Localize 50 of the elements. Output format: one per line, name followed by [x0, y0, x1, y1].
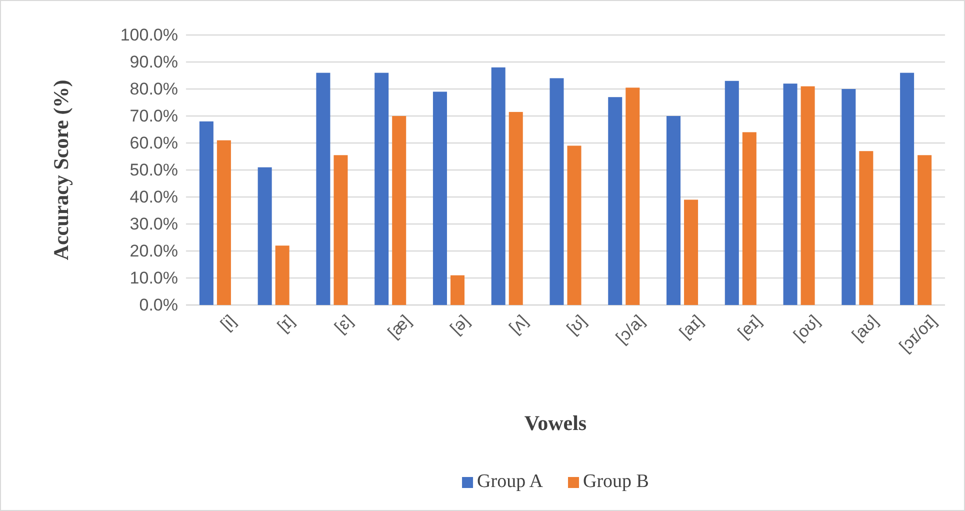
legend-label: Group A [477, 471, 544, 492]
bar [783, 84, 798, 305]
x-tick-label: [ɪ] [274, 311, 298, 336]
x-tick-label: [ɛ] [330, 311, 356, 337]
y-axis-title: Accuracy Score (%) [49, 80, 73, 260]
bar [491, 67, 506, 305]
bar [900, 72, 914, 305]
bar [567, 146, 582, 305]
bar [432, 92, 447, 305]
bar [859, 151, 874, 305]
x-axis-title: Vowels [524, 411, 587, 435]
legend-label: Group B [583, 471, 649, 492]
x-tick-label: [æ] [384, 311, 415, 342]
x-tick-label: [eɪ] [734, 311, 766, 342]
bar [666, 116, 681, 305]
bar [216, 140, 231, 305]
bar [684, 200, 698, 305]
bar [374, 72, 389, 305]
bar [800, 86, 815, 305]
bar [742, 132, 756, 305]
y-tick-label: 80.0% [130, 79, 178, 98]
y-tick-label: 50.0% [130, 160, 178, 180]
bar [508, 112, 523, 305]
x-tick-label: [i] [216, 311, 240, 334]
y-tick-label: 20.0% [130, 241, 178, 260]
bar [842, 89, 856, 305]
y-tick-label: 90.0% [130, 52, 178, 72]
bar [334, 155, 348, 305]
x-tick-label: [aɪ] [676, 311, 707, 342]
x-tick-label: [ʌ] [506, 311, 532, 338]
y-tick-label: 70.0% [130, 106, 178, 126]
y-tick-label: 60.0% [130, 133, 178, 152]
x-tick-label: [ə] [446, 311, 474, 338]
bar [450, 275, 464, 305]
bar [626, 88, 640, 305]
y-tick-label: 30.0% [130, 214, 178, 234]
y-tick-label: 40.0% [130, 187, 178, 206]
y-tick-label: 0.0% [139, 295, 178, 314]
bar [199, 121, 214, 305]
bar [608, 97, 622, 305]
bar [258, 167, 272, 305]
bar [918, 155, 932, 305]
bar [392, 116, 406, 305]
bar [275, 246, 290, 305]
y-tick-label: 100.0% [120, 25, 178, 44]
x-tick-label: [ʊ] [563, 311, 590, 338]
y-tick-label: 10.0% [130, 268, 178, 288]
bar [724, 80, 739, 305]
bar [550, 78, 564, 305]
bar [316, 72, 330, 305]
